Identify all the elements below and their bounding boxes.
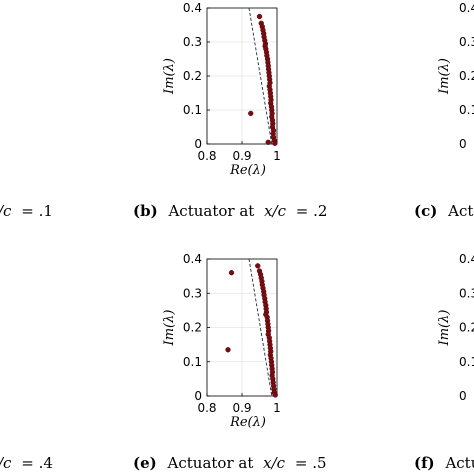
neighbor-panel-f-axis: 0.4 0.3 0.2 0.1 0 Im(λ) [437,252,474,403]
y-axis-label: Im(λ) [162,310,177,347]
y-tick-label-2: 0.2 [183,69,202,83]
data-point-37 [265,139,271,145]
y-tick-label-0: 0 [194,137,202,151]
x-tick-label-0: 0.8 [197,401,216,415]
x-tick-label-2: 1 [273,401,281,415]
data-point-40 [225,347,231,353]
x-axis-label: Re(λ) [229,163,266,178]
caption-e-text: Actuator at [167,454,254,472]
neighbor-y-tick-label-3: 0.1 [459,103,474,117]
panel-b-chart: 0.8 0.9 1 0 0.1 0.2 0.3 0.4 Re(λ) Im(λ) [162,1,281,178]
caption-b-var: x/c [264,202,287,220]
y-tick-label-1: 0.1 [183,355,202,369]
panel-e-chart: 0.8 0.9 1 0 0.1 0.2 0.3 0.4 Re(λ) Im(λ) [162,252,281,430]
y-tick-label-2: 0.2 [183,321,202,335]
caption-f-fragment: (f) Actu [414,454,474,472]
y-tick-label-3: 0.3 [183,286,202,300]
data-point-38 [272,140,278,146]
neighbor-y-tick-label-0: 0.4 [459,1,474,15]
neighbor-y-axis-label: Im(λ) [437,310,452,347]
caption-e: (e) Actuator at x/c = .5 [133,454,327,472]
data-point-0 [256,13,263,20]
neighbor-y-axis-label: Im(λ) [437,58,452,95]
caption-d-fragment: /c = .4 [0,454,53,472]
caption-e-tag: (e) [133,454,157,472]
x-tick-label-0: 0.8 [197,149,216,163]
caption-b-eq: = .2 [296,202,328,220]
caption-d-var: /c [0,454,12,472]
y-tick-label-4: 0.4 [183,252,202,266]
data-point-39 [248,110,254,117]
y-tick-label-1: 0.1 [183,103,202,117]
y-tick-label-4: 0.4 [183,1,202,15]
neighbor-y-tick-label-0: 0.4 [459,252,474,266]
caption-a-eq: = .1 [21,202,53,220]
x-axis-label: Re(λ) [229,415,266,430]
neighbor-y-tick-label-3: 0.1 [459,355,474,369]
neighbor-y-tick-label-4: 0 [459,389,467,403]
y-axis-label: Im(λ) [162,58,177,95]
y-tick-label-3: 0.3 [183,35,202,49]
data-point-39 [228,270,235,276]
caption-b-text: Actuator at [167,202,254,220]
neighbor-y-tick-label-2: 0.2 [459,69,474,83]
neighbor-y-tick-label-1: 0.3 [459,286,474,300]
caption-b: (b) Actuator at x/c = .2 [133,202,327,220]
caption-f-text: Actu [444,454,474,472]
caption-c-fragment: (c) Act [414,202,473,220]
data-point-38 [272,392,278,398]
caption-d-eq: = .4 [21,454,53,472]
reference-line [248,259,273,396]
x-tick-label-2: 1 [273,149,281,163]
neighbor-y-tick-label-1: 0.3 [459,35,474,49]
neighbor-y-tick-label-4: 0 [459,137,467,151]
y-tick-label-0: 0 [194,389,202,403]
reference-line [248,8,273,144]
caption-e-eq: = .5 [295,454,327,472]
caption-b-tag: (b) [133,202,158,220]
caption-a-fragment: /c = .1 [0,202,53,220]
neighbor-y-tick-label-2: 0.2 [459,321,474,335]
caption-e-var: x/c [263,454,286,472]
caption-a-var: /c [0,202,12,220]
caption-c-tag: (c) [414,202,437,220]
x-tick-label-1: 0.9 [232,149,251,163]
caption-f-tag: (f) [414,454,435,472]
caption-c-text: Act [447,202,473,220]
x-tick-label-1: 0.9 [232,401,251,415]
data-point-0 [255,263,261,269]
neighbor-panel-c-axis: 0.4 0.3 0.2 0.1 0 Im(λ) [437,1,474,151]
